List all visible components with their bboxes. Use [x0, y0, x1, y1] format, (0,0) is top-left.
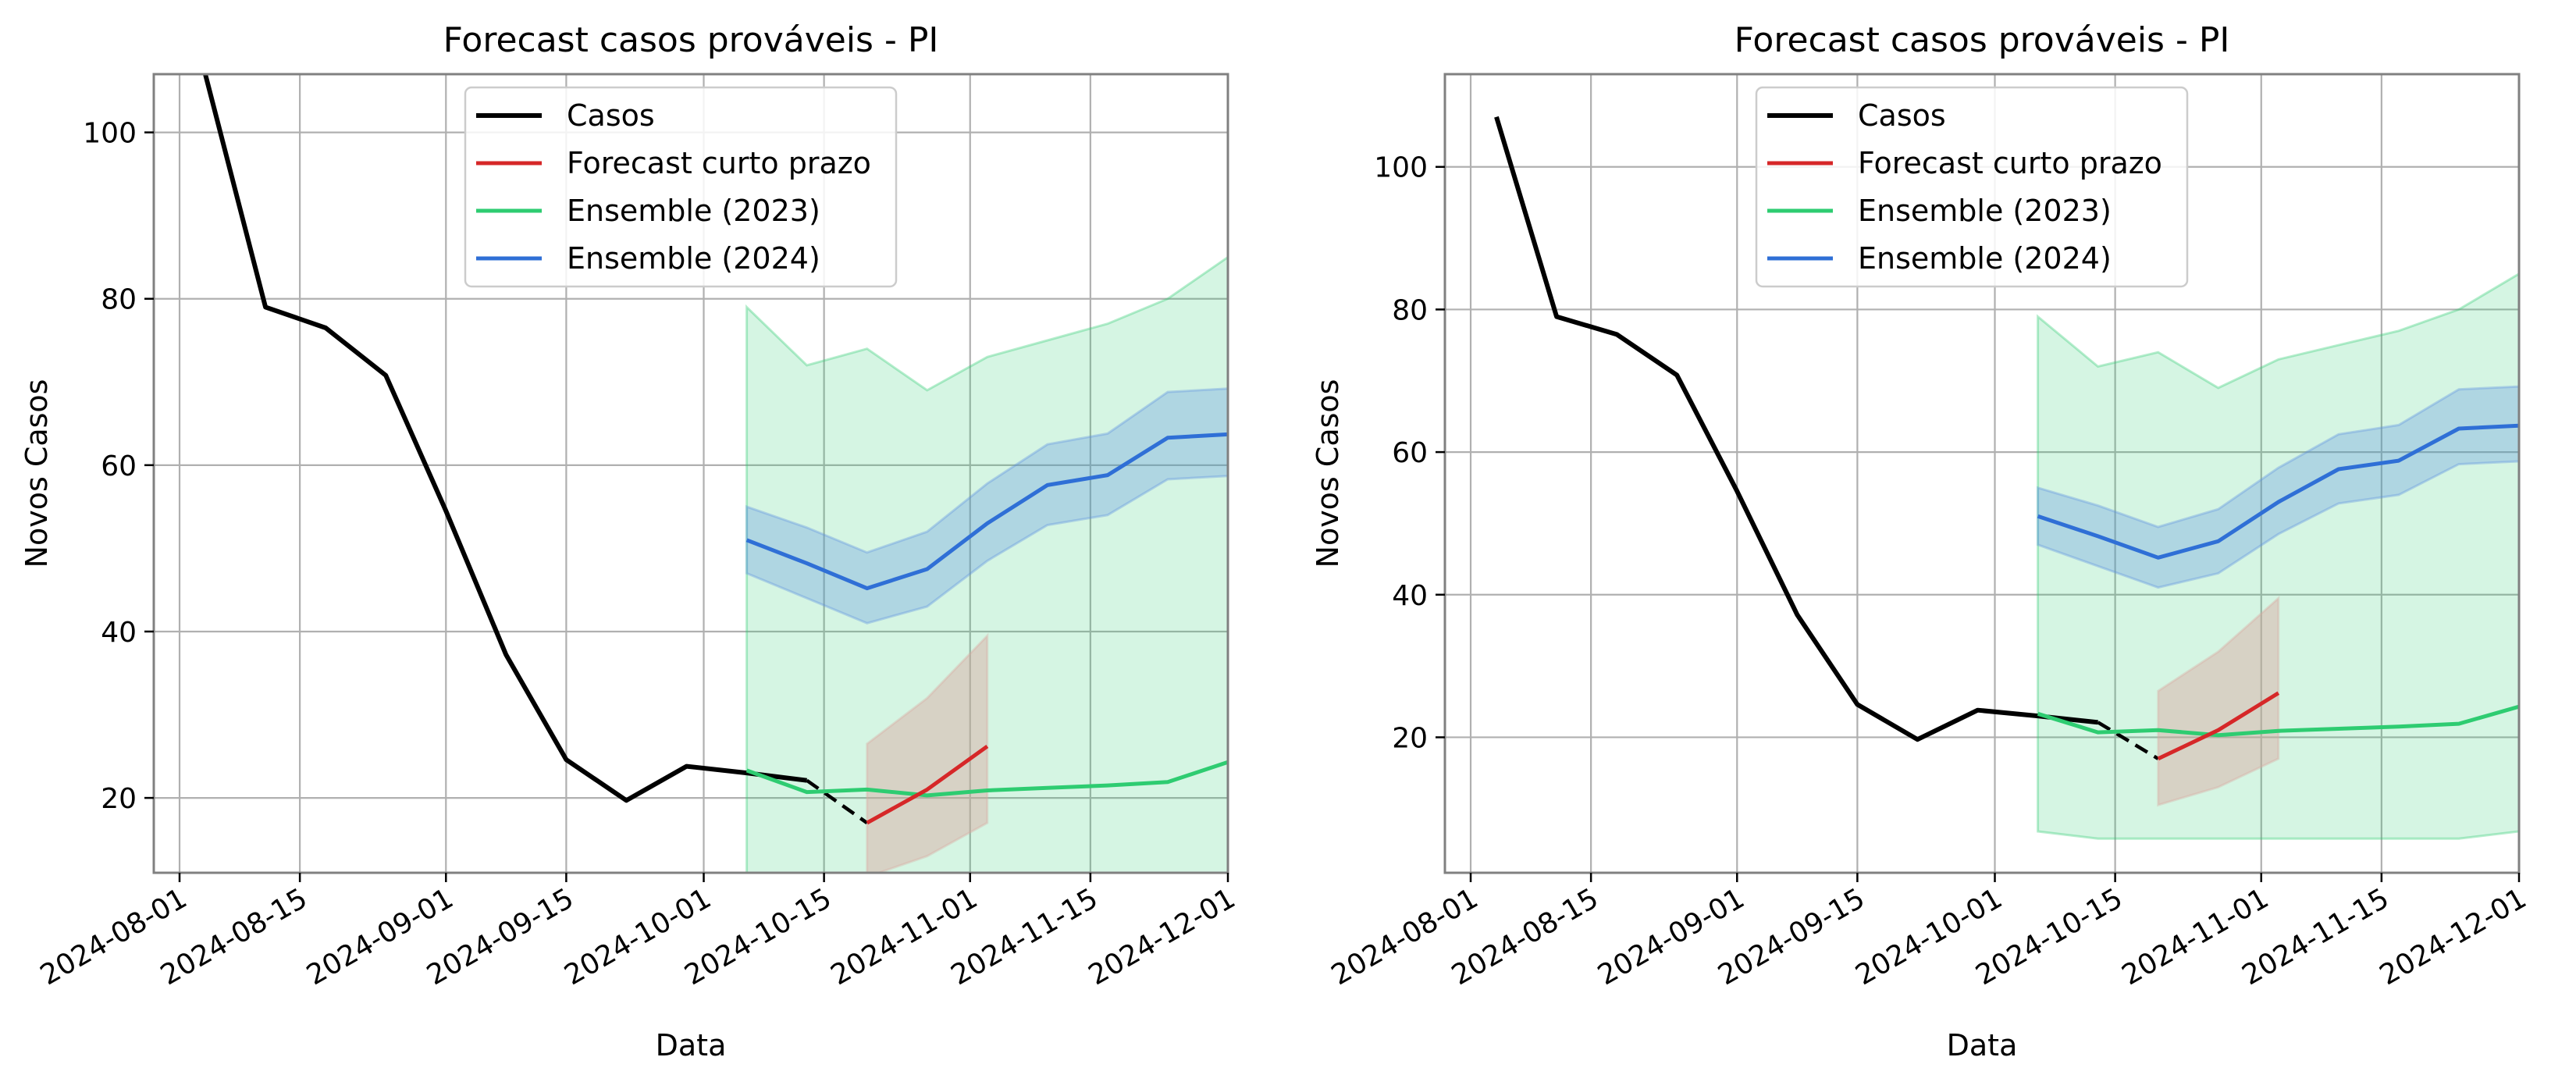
ensemble-2024-line — [2037, 423, 2519, 560]
ensemble-2023-band — [745, 255, 1228, 873]
legend-label-1: Forecast curto prazo — [1858, 146, 2162, 180]
x-axis-label: Data — [656, 1028, 727, 1062]
chart-panel-1: 204060801002024-08-012024-08-152024-09-0… — [20, 20, 1241, 1062]
y-tick-label-2: 60 — [1392, 437, 1428, 469]
chart-panel-2: 204060801002024-08-012024-08-152024-09-0… — [1311, 20, 2532, 1062]
legend-label-2: Ensemble (2023) — [1858, 194, 2112, 228]
x-tick-label-8: 2024-12-01 — [1083, 882, 1241, 991]
y-axis-label: Novos Casos — [20, 379, 54, 568]
forecast-curto-prazo-line — [866, 744, 989, 825]
x-tick-label-8: 2024-12-01 — [2375, 882, 2532, 991]
legend-label-3: Ensemble (2024) — [567, 241, 820, 276]
forecast-curto-prazo-band — [866, 632, 989, 873]
y-tick-label-2: 60 — [101, 450, 137, 482]
y-axis-label: Novos Casos — [1311, 379, 1345, 568]
ensemble-2024-band — [2037, 385, 2519, 589]
forecast-curto-prazo-line — [2157, 691, 2280, 761]
legend: Casos Forecast curto prazo Ensemble (2023)… — [464, 86, 898, 288]
chart-title: Forecast casos prováveis - PI — [443, 20, 939, 60]
plot-area — [203, 74, 1228, 873]
legend: Casos Forecast curto prazo Ensemble (2023)… — [1755, 86, 2189, 288]
legend-label-3: Ensemble (2024) — [1858, 241, 2112, 276]
y-tick-label-1: 40 — [1392, 580, 1428, 612]
ensemble-2024-line — [745, 432, 1228, 591]
casos-line — [203, 74, 807, 803]
ensemble-2023-band — [2037, 272, 2519, 840]
plot-frame — [152, 73, 1229, 874]
y-tick-label-1: 40 — [101, 617, 137, 649]
legend-label-1: Forecast curto prazo — [567, 146, 871, 180]
legend-box — [1755, 86, 2189, 288]
casos-line — [1494, 116, 2098, 742]
y-tick-label-3: 80 — [1392, 294, 1428, 326]
casos-dashed-line — [2097, 721, 2159, 760]
chart-title: Forecast casos prováveis - PI — [1735, 20, 2230, 60]
y-tick-label-0: 20 — [101, 783, 137, 815]
plot-area — [1494, 116, 2519, 840]
plot-frame — [1443, 73, 2521, 874]
legend-label-2: Ensemble (2023) — [567, 194, 820, 228]
ensemble-2024-band — [745, 387, 1228, 625]
ensemble-2023-line — [745, 760, 1228, 798]
legend-label-0: Casos — [1858, 98, 1946, 133]
forecast-curto-prazo-band — [2157, 595, 2280, 807]
legend-label-0: Casos — [567, 98, 655, 133]
x-axis-label: Data — [1947, 1028, 2018, 1062]
casos-dashed-line — [806, 778, 868, 824]
legend-box — [464, 86, 898, 288]
y-tick-label-3: 80 — [101, 284, 137, 316]
y-tick-label-0: 20 — [1392, 722, 1428, 754]
y-tick-label-4: 100 — [1374, 152, 1428, 184]
y-tick-label-4: 100 — [83, 118, 137, 150]
ensemble-2023-line — [2037, 704, 2519, 738]
